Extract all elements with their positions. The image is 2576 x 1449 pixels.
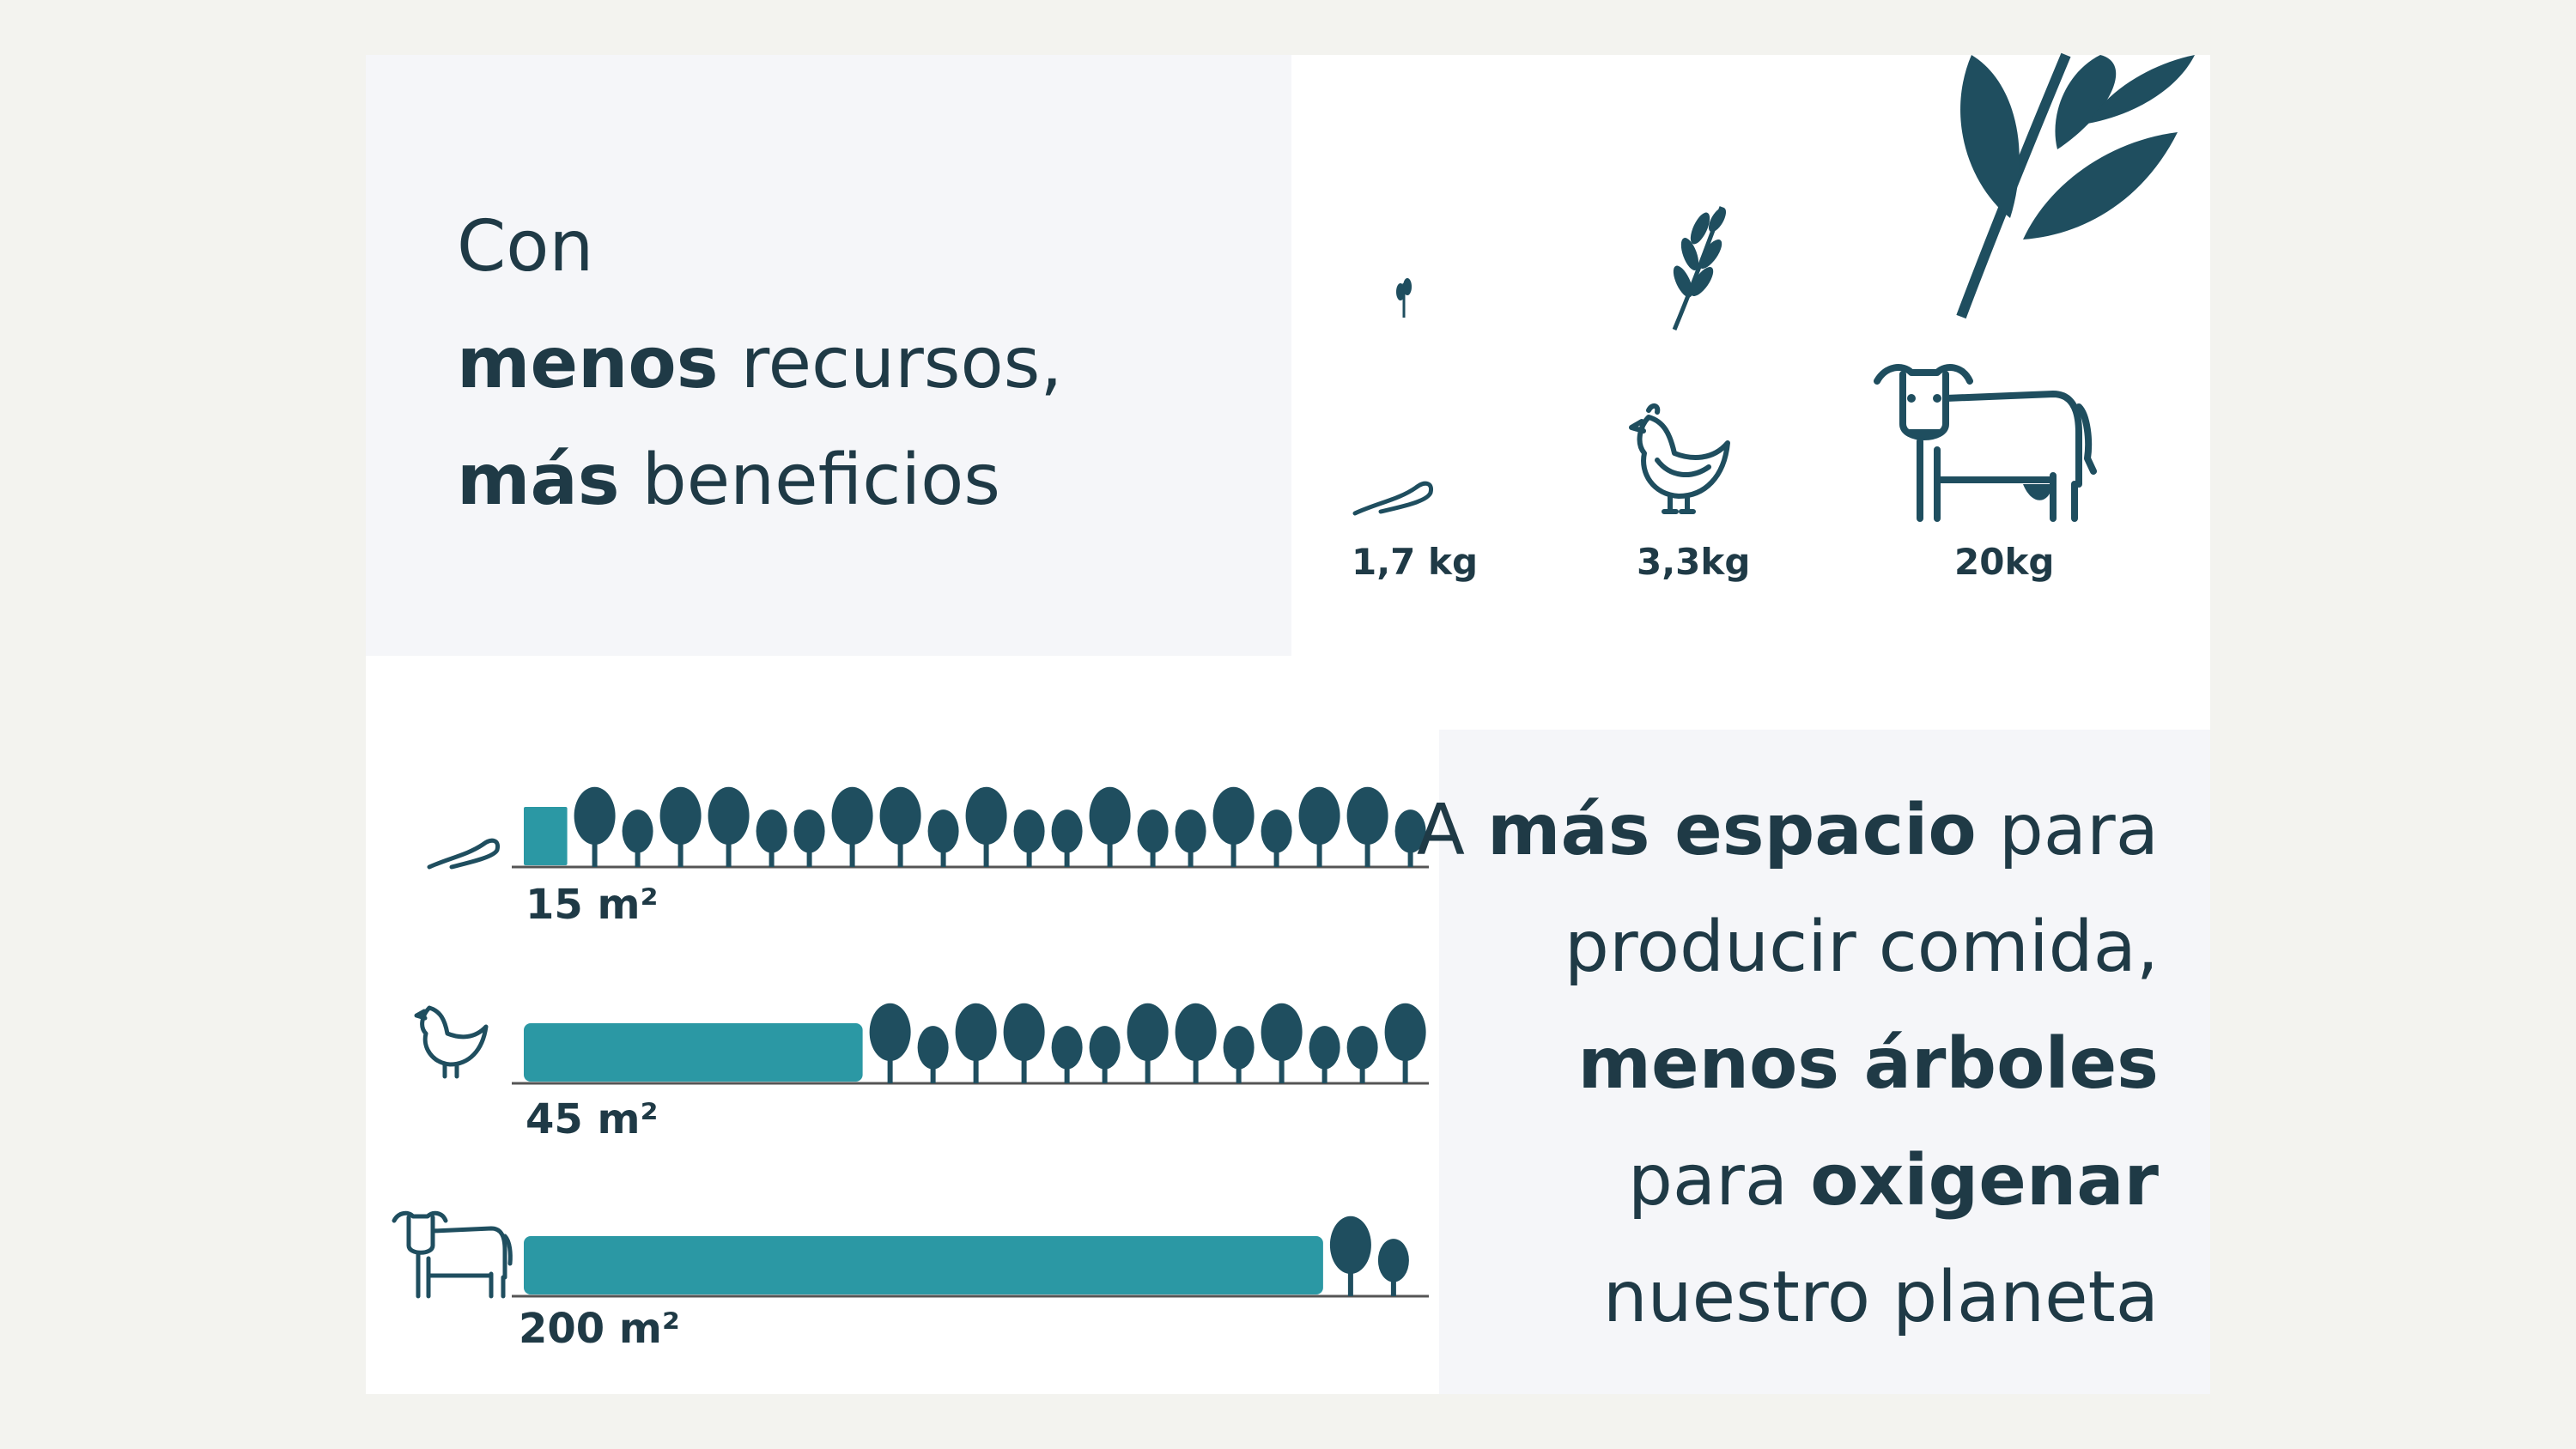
headline-beneficios: beneficios [641, 440, 1000, 521]
tree-icon [708, 786, 750, 867]
chicken-icon [414, 1005, 489, 1079]
tree-icon [1003, 1003, 1045, 1083]
tree-icon [1089, 786, 1131, 867]
feed-amount-cow: 20kg [1954, 541, 2055, 583]
land-row [512, 786, 1429, 869]
message-a: A [1416, 790, 1465, 871]
tree-icon [1223, 1026, 1255, 1083]
small-wheat-icon [1396, 278, 1412, 318]
land-row [512, 1003, 1429, 1085]
cow-icon [392, 1210, 513, 1299]
worm-icon [1352, 481, 1434, 516]
land-use-chart [512, 786, 1429, 1298]
feed-amount-chicken: 3,3kg [1637, 541, 1751, 583]
tree-icon [1329, 1216, 1371, 1296]
headline-con: Con [457, 206, 594, 288]
tree-icon [793, 809, 825, 867]
headline-mas: más [457, 440, 620, 521]
tree-icon [1051, 809, 1083, 867]
tree-icon [574, 786, 616, 867]
message-planeta: nuestro planeta [1602, 1257, 2159, 1338]
tree-icon [1127, 1003, 1169, 1083]
message-menos-arboles: menos árboles [1577, 1023, 2159, 1105]
cow-icon [1874, 364, 2097, 522]
message-producir: producir comida, [1564, 906, 2159, 988]
message-para: para [1998, 790, 2159, 871]
tree-icon [1346, 1026, 1378, 1083]
area-label-cow: 200 m² [519, 1305, 680, 1353]
tree-icon [955, 1003, 997, 1083]
land-row [512, 1216, 1429, 1298]
tree-icon [1394, 809, 1426, 867]
headline: Con menos recursos, más beneficios [457, 189, 1062, 539]
tree-icon [1137, 809, 1169, 867]
headline-panel [366, 55, 1291, 656]
tree-icon [869, 1003, 911, 1083]
tree-icon [1013, 809, 1045, 867]
area-label-chicken: 45 m² [526, 1095, 659, 1143]
tree-icon [1377, 1239, 1409, 1296]
tree-icon [917, 1026, 949, 1083]
tree-icon [965, 786, 1007, 867]
tree-icon [1089, 1026, 1121, 1083]
headline-recursos: recursos, [740, 323, 1063, 404]
tree-icon [1175, 809, 1206, 867]
tree-icon [622, 809, 653, 867]
wheat-icon [1672, 206, 1727, 330]
tree-icon [1298, 786, 1340, 867]
headline-menos: menos [457, 323, 719, 404]
message-mas-espacio: más espacio [1487, 790, 1977, 871]
land-bar [524, 1236, 1323, 1294]
land-bar [524, 1023, 863, 1082]
tree-icon [1261, 809, 1292, 867]
big-leaf-icon [1956, 52, 2195, 319]
land-bar [524, 807, 568, 865]
tree-icon [1309, 1026, 1340, 1083]
tree-icon [1175, 1003, 1217, 1083]
message-panel [1439, 730, 2210, 1394]
chicken-icon [1629, 403, 1730, 514]
tree-icon [879, 786, 921, 867]
tree-icon [756, 809, 787, 867]
message: A más espacio para producir comida, meno… [1417, 773, 2159, 1356]
tree-icon [1384, 1003, 1426, 1083]
worm-icon [427, 838, 501, 870]
feed-amount-worm: 1,7 kg [1352, 541, 1479, 583]
message-para-2: para [1627, 1140, 1789, 1222]
tree-icon [1346, 786, 1388, 867]
area-label-worm: 15 m² [526, 881, 659, 929]
message-oxigenar: oxigenar [1810, 1140, 2159, 1222]
tree-icon [1212, 786, 1255, 867]
tree-icon [1051, 1026, 1083, 1083]
tree-icon [927, 809, 959, 867]
tree-icon [1261, 1003, 1303, 1083]
tree-icon [659, 786, 702, 867]
tree-icon [831, 786, 873, 867]
